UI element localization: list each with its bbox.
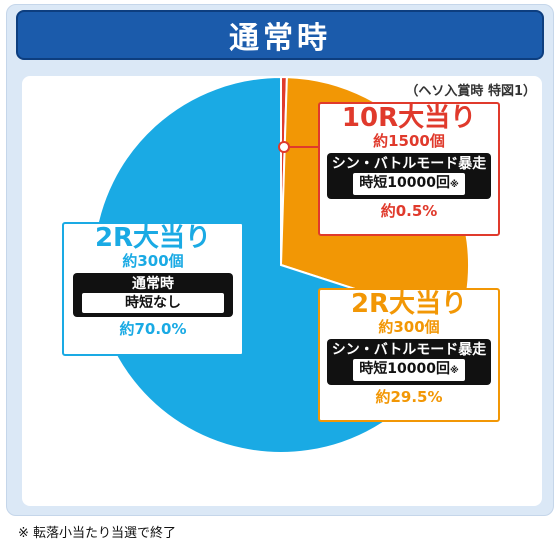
label-10r-title: 10R大当り bbox=[341, 103, 477, 133]
label-2r-bonus-jitan-box: 時短10000回※ bbox=[353, 359, 465, 381]
label-2r-bonus-pct: 約29.5% bbox=[375, 388, 443, 406]
label-2r-normal-title: 2R大当り bbox=[94, 223, 212, 253]
label-2r-normal-count: 約300個 bbox=[122, 252, 184, 270]
callout-dot bbox=[278, 141, 290, 153]
label-2r-normal-mode: 通常時 bbox=[132, 276, 174, 292]
label-10r-mode-box: シン・バトルモード暴走 時短10000回※ bbox=[326, 153, 492, 199]
label-2r-bonus-title: 2R大当り bbox=[350, 289, 468, 319]
label-10r-mark: ※ bbox=[449, 180, 459, 190]
label-10r-jitan: 時短10000回 bbox=[359, 175, 450, 191]
source-note: （ヘソ入賞時 特図1） bbox=[405, 84, 536, 99]
title-bar: 通常時 bbox=[16, 10, 544, 60]
label-10r-jitan-box: 時短10000回※ bbox=[353, 173, 465, 195]
label-2r-bonus-jitan: 時短10000回 bbox=[359, 361, 450, 377]
label-2r-bonus-count: 約300個 bbox=[378, 318, 440, 336]
label-2r-normal-jitan: 時短なし bbox=[125, 295, 181, 311]
label-2r-normal-jitan-box: 時短なし bbox=[82, 293, 224, 313]
label-10r-mode: シン・バトルモード暴走 bbox=[331, 156, 487, 172]
label-2r-normal: 2R大当り 約300個 通常時 時短なし 約70.0% bbox=[62, 222, 244, 356]
label-10r-pct: 約0.5% bbox=[380, 202, 438, 220]
label-10r-count: 約1500個 bbox=[373, 132, 445, 150]
label-2r-normal-mode-box: 通常時 時短なし bbox=[73, 273, 233, 317]
label-2r-normal-pct: 約70.0% bbox=[119, 320, 187, 338]
chart-title: 通常時 bbox=[229, 21, 331, 56]
label-2r-bonus-mark: ※ bbox=[449, 366, 459, 376]
label-2r-bonus: 2R大当り 約300個 シン・バトルモード暴走 時短10000回※ 約29.5% bbox=[318, 288, 500, 422]
label-10r: 10R大当り 約1500個 シン・バトルモード暴走 時短10000回※ 約0.5… bbox=[318, 102, 500, 236]
label-2r-bonus-mode: シン・バトルモード暴走 bbox=[331, 342, 487, 358]
footnote: ※ 転落小当たり当選で終了 bbox=[18, 526, 177, 541]
label-2r-bonus-mode-box: シン・バトルモード暴走 時短10000回※ bbox=[326, 339, 492, 385]
